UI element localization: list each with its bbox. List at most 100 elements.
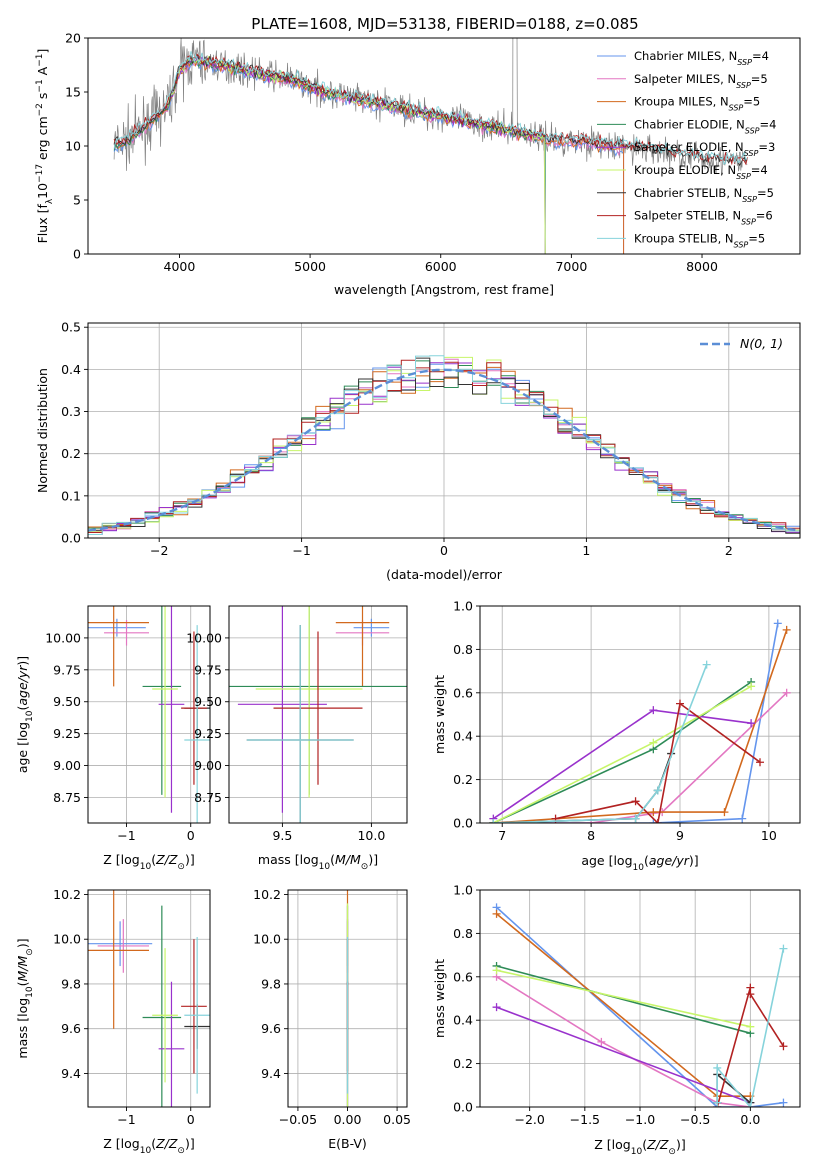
y-tick-label: 10.00 (45, 630, 81, 645)
y-tick-label: 0.1 (61, 488, 81, 503)
series-point (649, 819, 658, 823)
x-tick-label: −1.5 (570, 1112, 600, 1127)
series-point (782, 688, 791, 697)
x-tick-label: 0 (187, 1112, 195, 1127)
errorbar-kroupa-miles (88, 606, 149, 687)
legend-label-chabrier-stelib: Chabrier STELIB, NSSP=5 (634, 186, 774, 204)
y-axis-label: Normed distribution (35, 368, 50, 493)
axes-frame (87, 889, 211, 1108)
series-kroupa-stelib (489, 660, 711, 823)
y-tick-label: 8.75 (194, 790, 222, 805)
x-tick-label: 8000 (686, 259, 718, 274)
legend-label-kroupa-elodie: Kroupa ELODIE, NSSP=4 (634, 163, 768, 181)
x-tick-label: 0.05 (383, 1112, 411, 1127)
series-point (773, 619, 782, 628)
y-tick-label: 9.25 (194, 726, 222, 741)
x-tick-label: 9.5 (272, 828, 292, 843)
y-tick-label: 9.00 (194, 758, 222, 773)
axes-frame (87, 605, 211, 824)
y-axis-label: mass weight (432, 959, 447, 1038)
legend-label-kroupa-stelib: Kroupa STELIB, NSSP=5 (634, 231, 765, 249)
panel-mass-weight-vs-Z: −2.0 −1.5 −1.0 −0.5 0.0 0.0 0.2 0.4 0.6 0.8 1.0 Z [… (432, 883, 801, 1157)
series-point (653, 786, 662, 795)
series-point (713, 1098, 722, 1107)
y-tick-label: 10.2 (253, 887, 281, 902)
x-tick-label: −0.5 (680, 1112, 710, 1127)
errorbar-kroupa-stelib (246, 625, 354, 823)
series-line (555, 702, 761, 823)
legend-label-kroupa-miles: Kroupa MILES, NSSP=5 (634, 95, 760, 113)
series-point (649, 706, 658, 715)
x-tick-label: 0.00 (334, 1112, 362, 1127)
legend-label-salpeter-stelib: Salpeter STELIB, NSSP=6 (634, 209, 773, 227)
errorbar-kroupa-elodie (152, 948, 178, 1083)
x-tick-label: 0 (440, 543, 448, 558)
errorbar-kroupa-stelib (184, 625, 210, 823)
y-tick-label: 0.8 (453, 642, 473, 657)
errorbar-salpeter-miles (104, 620, 149, 646)
x-tick-label: 10.0 (357, 828, 385, 843)
series-kroupa-stelib (713, 944, 788, 1107)
x-tick-label: 1 (582, 543, 590, 558)
y-tick-label: 9.4 (261, 1066, 281, 1081)
series-line (493, 664, 708, 823)
legend: N(0, 1) (700, 336, 783, 351)
series-point (489, 819, 498, 823)
axes-frame (228, 605, 408, 824)
y-tick-label: 10.0 (53, 932, 81, 947)
x-axis-label: mass [log10(M/M⊙)] (258, 852, 378, 872)
x-tick-label: 6000 (425, 259, 457, 274)
plot-area-spectrum (113, 38, 748, 254)
errorbar-chabrier-miles (88, 921, 153, 967)
series-point (492, 1003, 501, 1012)
y-tick-label: 10.00 (186, 630, 222, 645)
y-tick-label: 1.0 (453, 599, 473, 614)
panel-age-vs-Z: −1 0 8.75 9.00 9.25 9.50 9.75 10.00 Z [log10(Z/Z… (15, 605, 211, 872)
series-line (496, 1006, 751, 1104)
panel-mass-vs-EBV: −0.05 0.00 0.05 9.4 9.6 9.8 10.0 10.2 (253, 887, 411, 1127)
series-salpeter-stelib (551, 699, 764, 823)
y-tick-label: 0.0 (61, 531, 81, 546)
series-kroupa-elodie (492, 966, 755, 1031)
y-tick-label: 9.8 (61, 976, 81, 991)
y-tick-label: 9.75 (194, 662, 222, 677)
legend-label-normal: N(0, 1) (740, 336, 783, 351)
errorbar-chabrier-miles (88, 618, 146, 637)
plot-area-age-vs-mass (229, 606, 407, 823)
errorbar-salpeter-stelib (181, 939, 207, 1074)
errorbar-chabrier-elodie (142, 606, 182, 795)
legend-label-chabrier-miles: Chabrier MILES, NSSP=4 (634, 49, 769, 67)
y-tick-label: 0.6 (453, 685, 473, 700)
y-tick-label: 9.6 (261, 1021, 281, 1036)
y-tick-label: 9.25 (53, 726, 81, 741)
series-salpeter-elodie (489, 706, 756, 823)
series-point (702, 660, 711, 669)
y-tick-label: 5 (73, 193, 81, 208)
axes-frame (479, 605, 801, 824)
errorbar-kroupa-stelib (184, 936, 210, 1094)
panel-mass-weight-vs-age: 7 8 9 10 0.0 0.2 0.4 0.6 0.8 1.0 age [log10(age/yr… (432, 599, 801, 873)
y-tick-label: 0.4 (453, 729, 473, 744)
y-tick-label: 8.75 (53, 790, 81, 805)
errorbar-salpeter-elodie (158, 981, 185, 1107)
series-line (493, 692, 788, 823)
y-tick-label: 0 (73, 247, 81, 262)
series-point (746, 1103, 755, 1107)
series-point (649, 738, 658, 747)
plot-area-residuals (88, 355, 800, 535)
model-spectrum-kroupa-elodie (166, 55, 546, 254)
errorbar-chabrier-miles (353, 618, 390, 637)
y-tick-label: 9.50 (53, 694, 81, 709)
series-kroupa-miles (489, 625, 791, 823)
series-point (676, 699, 684, 708)
legend: Chabrier MILES, NSSP=4 Salpeter MILES, NS… (597, 49, 776, 249)
model-spectrum-kroupa-miles (113, 58, 625, 254)
y-tick-label: 9.50 (194, 694, 222, 709)
model-spectrum-chabrier-miles (113, 59, 625, 254)
y-tick-label: 9.8 (261, 976, 281, 991)
series-line (493, 629, 788, 823)
y-tick-label: 0.0 (453, 1100, 473, 1115)
series-line (716, 948, 785, 1107)
model-spectrum-salpeter-miles (113, 60, 625, 254)
